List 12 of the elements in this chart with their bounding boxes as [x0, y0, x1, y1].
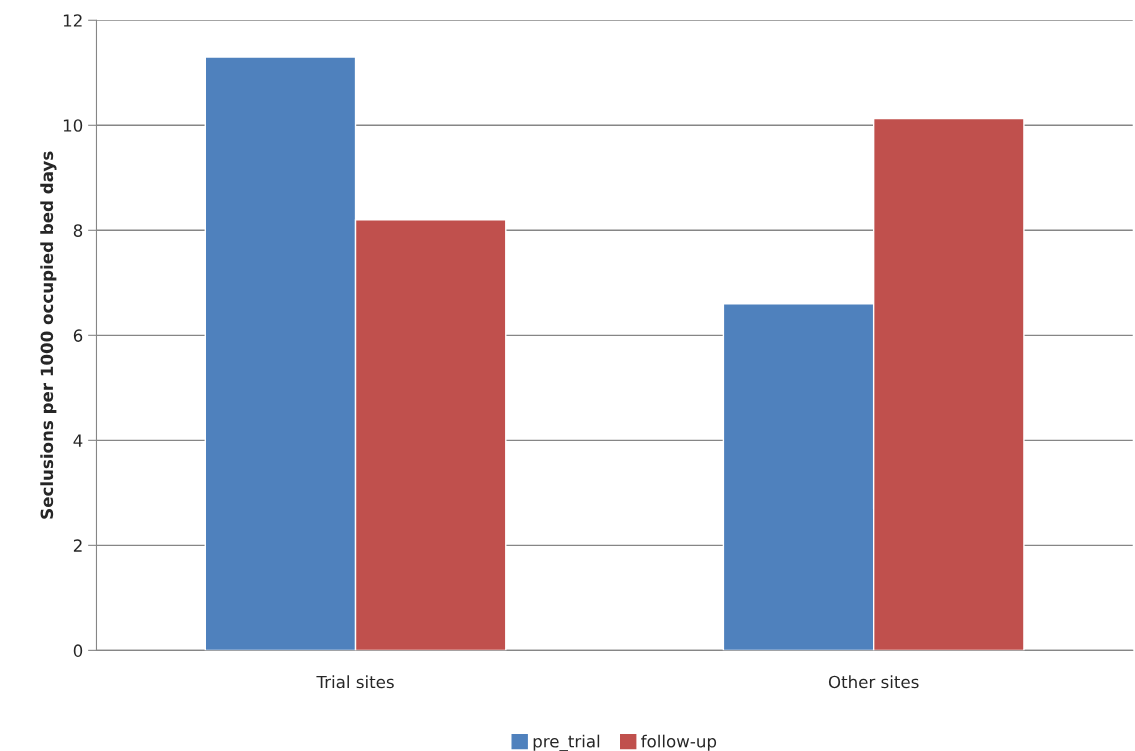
y-tick-label: 2	[73, 539, 82, 552]
y-tick-label: 4	[73, 434, 83, 447]
y-tick-label: 12	[63, 14, 82, 27]
y-tick-label: 10	[63, 119, 83, 132]
y-tick-label: 0	[73, 644, 83, 657]
x-tick-label: Trial sites	[316, 675, 394, 689]
y-tick-label: 6	[73, 329, 83, 342]
legend-label: pre_trial	[533, 734, 600, 751]
y-axis-title: Seclusions per 1000 occupied bed days	[40, 151, 57, 519]
legend-label: follow-up	[641, 734, 717, 751]
y-tick-label: 8	[73, 224, 83, 237]
x-tick-label: Other sites	[828, 675, 919, 689]
